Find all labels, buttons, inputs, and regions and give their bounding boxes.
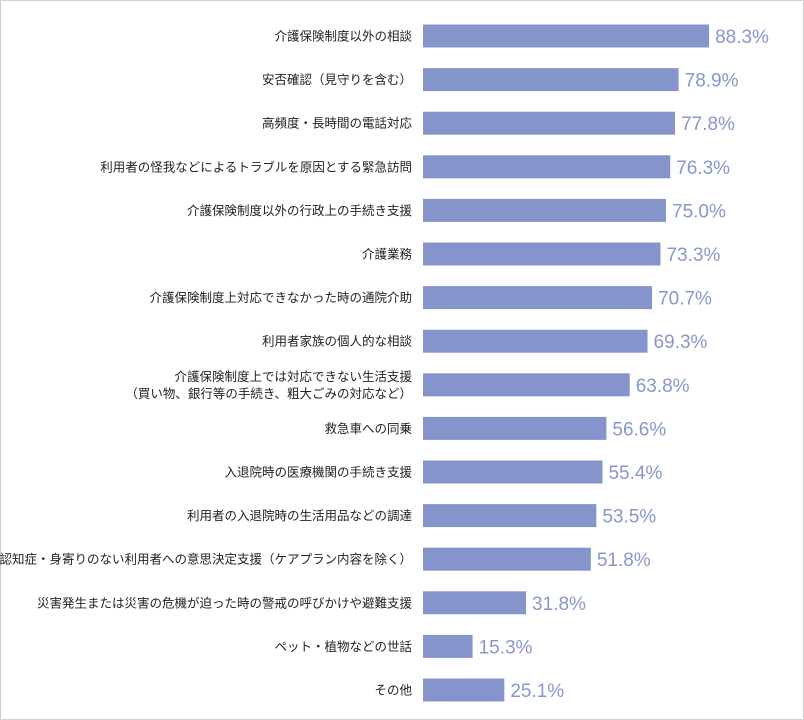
bar-12 <box>423 504 597 528</box>
value-label-6: 73.3% <box>666 245 720 266</box>
bar-2 <box>423 68 679 92</box>
bar-16 <box>423 678 505 702</box>
category-label-10: 救急車への同乗 <box>324 421 412 436</box>
bar-7 <box>423 286 653 310</box>
category-label-16: その他 <box>374 683 412 698</box>
category-label-2: 安否確認（見守りを含む） <box>262 72 412 87</box>
category-label-12: 利用者の入退院時の生活用品などの調達 <box>187 508 413 523</box>
value-label-16: 25.1% <box>510 681 564 702</box>
category-label-4: 利用者の怪我などによるトラブルを原因とする緊急訪問 <box>100 159 412 174</box>
bar-14 <box>423 591 527 615</box>
value-label-8: 69.3% <box>654 332 708 353</box>
category-label-6: 介護業務 <box>362 247 413 262</box>
category-label-8: 利用者家族の個人的な相談 <box>262 334 413 349</box>
value-label-3: 77.8% <box>681 114 735 135</box>
bar-6 <box>423 242 661 266</box>
bar-9 <box>423 373 630 397</box>
value-label-12: 53.5% <box>602 507 656 528</box>
value-label-14: 31.8% <box>532 594 586 615</box>
value-label-13: 51.8% <box>597 550 651 571</box>
bar-11 <box>423 460 603 484</box>
value-label-1: 88.3% <box>715 27 769 48</box>
value-label-5: 75.0% <box>672 201 726 222</box>
bar-13 <box>423 547 591 571</box>
category-label-7: 介護保険制度上対応できなかった時の通院介助 <box>149 290 412 305</box>
value-label-4: 76.3% <box>676 158 730 179</box>
bar-10 <box>423 416 607 440</box>
bar-3 <box>423 111 676 135</box>
category-label-13: 認知症・身寄りのない利用者への意思決定支援（ケアプラン内容を除く） <box>0 552 412 567</box>
category-label-14: 災害発生または災害の危機が迫った時の警戒の呼びかけや避難支援 <box>37 595 413 610</box>
value-label-11: 55.4% <box>608 463 662 484</box>
category-label-5: 介護保険制度以外の行政上の手続き支援 <box>187 203 413 218</box>
bar-1 <box>423 24 710 48</box>
category-label-15: ペット・植物などの世話 <box>274 639 412 654</box>
category-label-9-line-1: 介護保険制度上では対応できない生活支援 <box>174 369 412 384</box>
value-label-10: 56.6% <box>612 419 666 440</box>
value-label-15: 15.3% <box>479 637 533 658</box>
category-label-9-line-2: （買い物、銀行等の手続き、粗大ごみの対応など） <box>125 386 412 401</box>
category-label-3: 高頻度・長時間の電話対応 <box>262 116 413 131</box>
value-label-9: 63.8% <box>636 376 690 397</box>
bar-5 <box>423 198 666 222</box>
bar-15 <box>423 634 473 658</box>
value-label-7: 70.7% <box>658 289 712 310</box>
category-label-1: 介護保険制度以外の相談 <box>274 29 412 44</box>
bar-8 <box>423 329 648 353</box>
bar-4 <box>423 155 671 179</box>
value-label-2: 78.9% <box>685 71 739 92</box>
category-label-11: 入退院時の医療機関の手続き支援 <box>224 465 412 480</box>
